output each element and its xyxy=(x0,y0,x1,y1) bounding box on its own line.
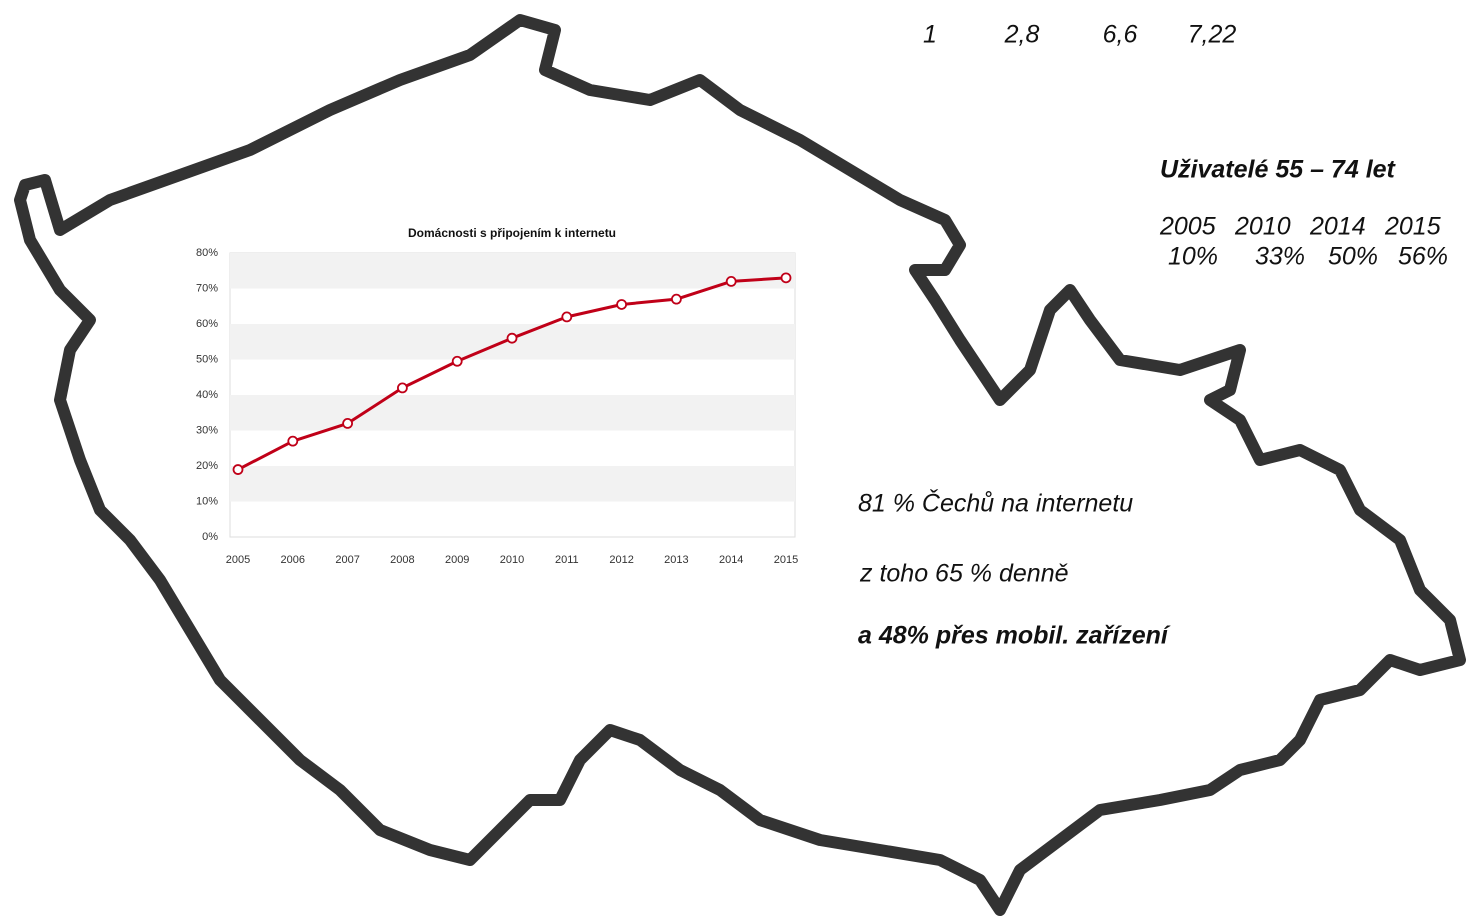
y-tick-label: 50% xyxy=(196,353,218,365)
y-tick-label: 80% xyxy=(196,247,218,259)
point xyxy=(561,311,573,323)
users-share: 50% xyxy=(1328,243,1378,271)
x-tick-label: 2014 xyxy=(719,554,743,566)
x-tick-label: 2006 xyxy=(281,554,305,566)
users-year: 2014 xyxy=(1309,213,1366,241)
statement: 81 % Čechů na internetu xyxy=(858,489,1133,518)
x-tick-label: 2012 xyxy=(609,554,633,566)
grid-band xyxy=(230,466,795,502)
point xyxy=(780,272,792,284)
point xyxy=(671,293,682,305)
top-value: 7,22 xyxy=(1188,21,1237,49)
y-tick-label: 60% xyxy=(196,318,218,330)
point xyxy=(287,435,299,447)
top-value: 6,6 xyxy=(1103,21,1138,49)
point xyxy=(616,299,627,310)
y-tick-label: 20% xyxy=(196,460,218,472)
users-share: 33% xyxy=(1255,243,1305,271)
x-tick-label: 2007 xyxy=(335,554,359,566)
y-tick-label: 0% xyxy=(202,531,218,543)
y-tick-label: 30% xyxy=(196,424,218,436)
x-tick-label: 2009 xyxy=(445,554,469,566)
top-value: 1 xyxy=(923,21,937,49)
x-tick-label: 2015 xyxy=(774,554,798,566)
point xyxy=(232,464,244,475)
grid-band xyxy=(230,253,795,289)
x-tick-label: 2011 xyxy=(555,554,579,566)
map-outline xyxy=(14,14,1466,916)
users-year: 2015 xyxy=(1384,213,1441,241)
plot: 0% 10% 20% 30% 40% 50% 60% 70% 80% 2005 2006 2007 20… xyxy=(196,247,798,566)
users-share: 10% xyxy=(1168,243,1218,271)
x-tick-label: 2010 xyxy=(500,554,524,566)
point xyxy=(451,355,463,367)
point xyxy=(396,382,408,394)
x-tick-label: 2013 xyxy=(664,554,688,566)
y-tick-label: 10% xyxy=(196,495,218,507)
point xyxy=(342,417,354,429)
x-tick-label: 2005 xyxy=(226,554,250,566)
y-tick-label: 70% xyxy=(196,282,218,294)
statement: z toho 65 % denně xyxy=(859,560,1069,588)
users-title: Uživatelé 55 – 74 let xyxy=(1160,156,1397,184)
grid-band xyxy=(230,395,795,431)
point xyxy=(506,332,518,344)
x-tick-label: 2008 xyxy=(390,554,414,566)
users-year: 2005 xyxy=(1159,213,1216,241)
users-year: 2010 xyxy=(1234,213,1291,241)
y-tick-label: 40% xyxy=(196,389,218,401)
top-value: 2,8 xyxy=(1004,21,1040,49)
point xyxy=(725,275,737,287)
statement: a 48% přes mobil. zařízení xyxy=(858,622,1171,650)
chart-title: Domácnosti s připojením k internetu xyxy=(408,226,616,240)
users-share: 56% xyxy=(1398,243,1448,271)
